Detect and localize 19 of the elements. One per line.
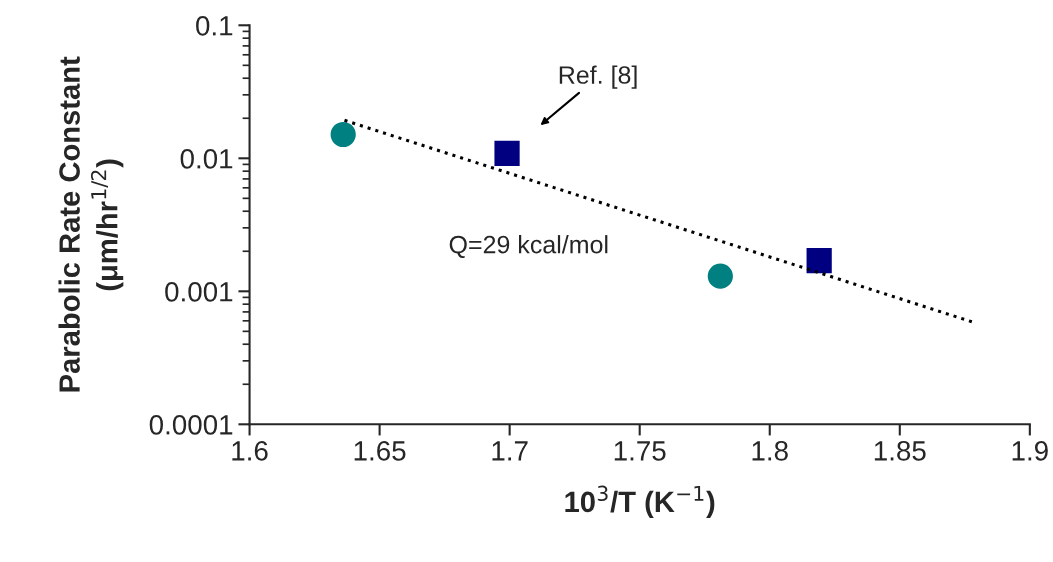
x-axis-title: 10$^{3}$/T (K$^{−1}$)	[565, 485, 715, 518]
point	[330, 121, 356, 148]
y-tick-label: 0.1	[196, 15, 233, 36]
point	[806, 248, 832, 274]
annotation: Q=29 kcal/mol	[449, 235, 608, 258]
x-tick-label: 1.6	[232, 441, 268, 461]
point	[707, 263, 733, 289]
y-axis-title: Parabolic Rate Constant (μm/hr$^{1/2}$)	[58, 56, 124, 392]
y-tick-label: 0.001	[165, 281, 233, 302]
y-tick-label: 0.01	[180, 148, 233, 169]
x-tick-label: 1.65	[354, 441, 406, 461]
x-tick-label: 1.85	[874, 441, 926, 461]
x-tick-label: 1.75	[614, 441, 666, 461]
y-tick-label: 0.0001	[149, 414, 233, 435]
point	[494, 140, 520, 166]
x-tick-label: 1.9	[1012, 441, 1048, 461]
x-tick-label: 1.8	[752, 441, 788, 461]
x-tick-label: 1.7	[492, 441, 528, 461]
annotation: Ref. [8]	[559, 65, 637, 89]
